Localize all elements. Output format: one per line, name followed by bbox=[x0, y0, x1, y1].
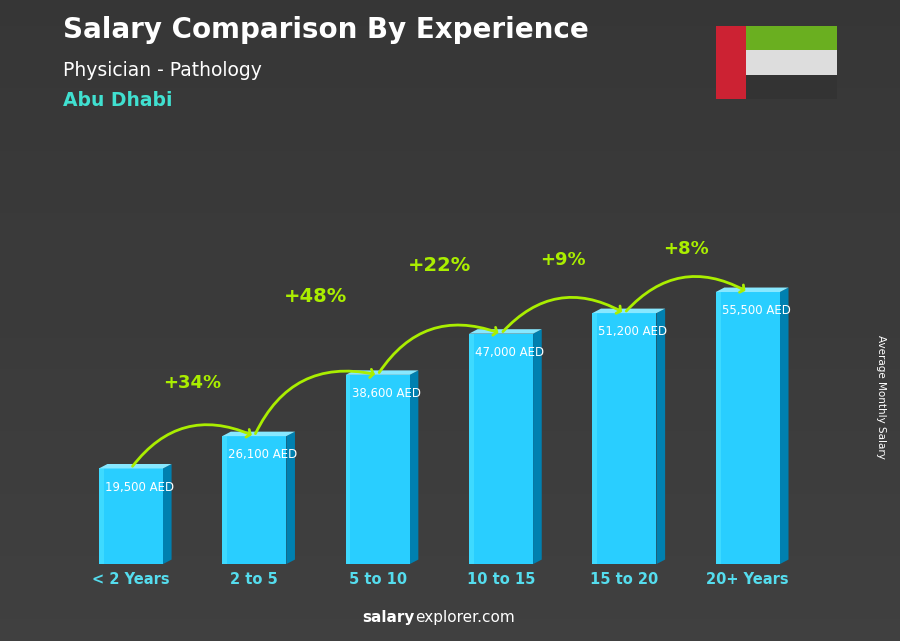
Text: explorer.com: explorer.com bbox=[415, 610, 515, 625]
Bar bbox=[592, 313, 656, 564]
Polygon shape bbox=[716, 292, 721, 564]
Polygon shape bbox=[533, 329, 542, 564]
Polygon shape bbox=[222, 436, 227, 564]
Bar bbox=[716, 26, 746, 99]
Text: 47,000 AED: 47,000 AED bbox=[475, 346, 544, 359]
Bar bbox=[469, 334, 533, 564]
Bar bbox=[746, 75, 837, 99]
Polygon shape bbox=[99, 469, 104, 564]
Bar bbox=[346, 375, 410, 564]
Text: +48%: +48% bbox=[284, 287, 347, 306]
Polygon shape bbox=[99, 464, 172, 469]
Text: 38,600 AED: 38,600 AED bbox=[352, 387, 420, 400]
Text: 51,200 AED: 51,200 AED bbox=[598, 326, 668, 338]
Bar bbox=[746, 26, 837, 50]
Text: Physician - Pathology: Physician - Pathology bbox=[63, 61, 262, 80]
Text: 55,500 AED: 55,500 AED bbox=[722, 304, 791, 317]
Text: 19,500 AED: 19,500 AED bbox=[105, 481, 174, 494]
Polygon shape bbox=[163, 464, 172, 564]
Text: +8%: +8% bbox=[663, 240, 709, 258]
Polygon shape bbox=[716, 288, 788, 292]
Polygon shape bbox=[469, 334, 474, 564]
Bar bbox=[746, 50, 837, 75]
Bar bbox=[716, 292, 780, 564]
Text: Abu Dhabi: Abu Dhabi bbox=[63, 91, 173, 110]
Polygon shape bbox=[469, 329, 542, 334]
Text: +34%: +34% bbox=[164, 374, 221, 392]
Text: 26,100 AED: 26,100 AED bbox=[229, 449, 298, 462]
Polygon shape bbox=[286, 431, 295, 564]
Polygon shape bbox=[346, 375, 350, 564]
Text: salary: salary bbox=[363, 610, 415, 625]
Bar bbox=[99, 469, 163, 564]
Polygon shape bbox=[780, 288, 788, 564]
Text: Salary Comparison By Experience: Salary Comparison By Experience bbox=[63, 16, 589, 44]
Text: Average Monthly Salary: Average Monthly Salary bbox=[877, 335, 886, 460]
Text: +9%: +9% bbox=[540, 251, 586, 269]
Polygon shape bbox=[346, 370, 419, 375]
Polygon shape bbox=[410, 370, 418, 564]
Polygon shape bbox=[592, 313, 598, 564]
Polygon shape bbox=[222, 431, 295, 436]
Bar bbox=[222, 436, 286, 564]
Text: +22%: +22% bbox=[408, 256, 471, 275]
Polygon shape bbox=[592, 308, 665, 313]
Polygon shape bbox=[656, 308, 665, 564]
